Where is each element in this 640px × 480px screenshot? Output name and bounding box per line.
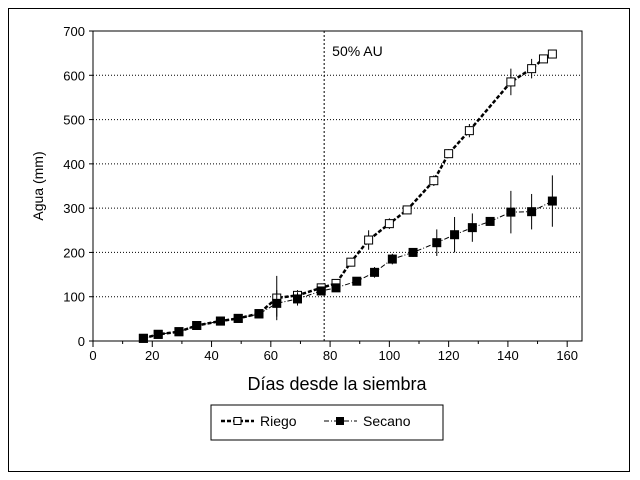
y-tick-label: 600 bbox=[63, 68, 85, 83]
data-point bbox=[527, 207, 537, 217]
data-point bbox=[352, 276, 362, 286]
data-point bbox=[547, 49, 557, 59]
x-tick-label: 140 bbox=[497, 348, 519, 363]
legend-secano-marker bbox=[336, 417, 344, 425]
data-point bbox=[464, 126, 474, 136]
data-point bbox=[432, 238, 442, 248]
y-tick-label: 200 bbox=[63, 245, 85, 260]
data-point bbox=[331, 283, 341, 293]
data-point bbox=[233, 313, 243, 323]
data-point bbox=[444, 149, 454, 159]
data-point bbox=[506, 77, 516, 87]
data-point bbox=[364, 235, 374, 245]
data-point bbox=[402, 205, 412, 215]
x-tick-label: 80 bbox=[323, 348, 337, 363]
data-point bbox=[506, 207, 516, 217]
y-tick-label: 0 bbox=[78, 334, 85, 349]
axes: 0 100 200 300 400 500 600 700 0 20 40 60 80 100 120 140… bbox=[63, 24, 578, 363]
y-tick-label: 400 bbox=[63, 157, 85, 172]
y-tick-label: 300 bbox=[63, 201, 85, 216]
legend-riego-marker bbox=[233, 417, 242, 425]
plot-area-border bbox=[92, 30, 583, 342]
legend: Riego Secano bbox=[210, 404, 444, 441]
data-point bbox=[450, 230, 460, 240]
x-tick-label: 40 bbox=[204, 348, 218, 363]
y-tick-label: 500 bbox=[63, 113, 85, 128]
data-point bbox=[429, 176, 439, 186]
data-point bbox=[346, 257, 356, 267]
figure-frame bbox=[8, 8, 630, 472]
series-riego bbox=[138, 49, 557, 343]
data-point bbox=[316, 286, 326, 296]
data-point bbox=[547, 196, 557, 206]
data-point bbox=[292, 294, 302, 304]
data-point bbox=[485, 216, 495, 226]
data-point bbox=[538, 54, 548, 64]
x-tick-label: 120 bbox=[438, 348, 460, 363]
legend-riego-label: Riego bbox=[260, 413, 297, 429]
grid-lines bbox=[93, 74, 582, 298]
legend-secano-label: Secano bbox=[363, 413, 411, 429]
data-point bbox=[408, 247, 418, 257]
x-axis-label: Días desde la siembra bbox=[247, 374, 427, 394]
data-point bbox=[370, 267, 380, 277]
data-point bbox=[153, 329, 163, 339]
data-point bbox=[527, 64, 537, 74]
data-point bbox=[254, 309, 264, 319]
data-point bbox=[192, 321, 202, 330]
data-point bbox=[174, 327, 184, 337]
data-point bbox=[384, 219, 394, 229]
legend-box bbox=[210, 404, 444, 441]
x-tick-label: 60 bbox=[264, 348, 278, 363]
y-tick-label: 700 bbox=[63, 24, 85, 39]
data-point bbox=[467, 223, 477, 233]
x-tick-label: 160 bbox=[556, 348, 578, 363]
annotation-group: 50% AU bbox=[323, 31, 383, 341]
x-tick-label: 0 bbox=[89, 348, 96, 363]
series-line bbox=[143, 52, 553, 340]
y-tick-label: 100 bbox=[63, 290, 85, 305]
data-point bbox=[138, 333, 148, 343]
data-point bbox=[215, 316, 225, 326]
data-point bbox=[272, 298, 282, 308]
annotation-label: 50% AU bbox=[332, 43, 383, 59]
series-line bbox=[143, 200, 553, 339]
y-axis-label: Agua (mm) bbox=[30, 151, 46, 220]
x-tick-label: 100 bbox=[379, 348, 401, 363]
series-layer bbox=[138, 49, 557, 343]
data-point bbox=[387, 254, 397, 264]
series-secano bbox=[138, 175, 557, 343]
x-tick-label: 20 bbox=[145, 348, 159, 363]
